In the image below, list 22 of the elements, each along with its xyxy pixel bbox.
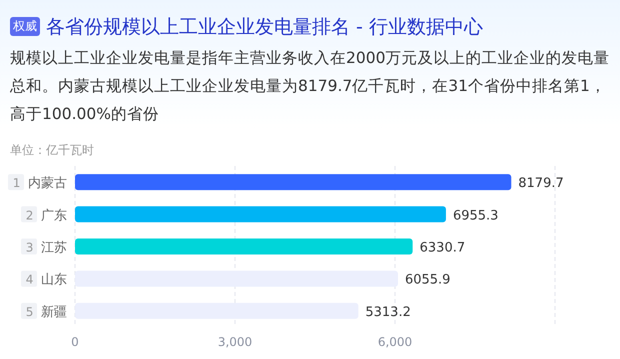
data-label: 8179.7 bbox=[518, 176, 564, 192]
data-label: 5313.2 bbox=[365, 304, 411, 320]
x-tick-label: 3,000 bbox=[218, 335, 252, 349]
y-tick-label: 5 新疆 bbox=[26, 304, 67, 320]
bar bbox=[75, 270, 398, 287]
data-label: 6955.3 bbox=[452, 208, 498, 224]
x-tick-label: 6,000 bbox=[378, 335, 412, 349]
y-tick-label: 4 山东 bbox=[26, 272, 67, 288]
bar bbox=[75, 302, 358, 319]
bar bbox=[75, 174, 512, 190]
y-tick-label: 1 内蒙古 bbox=[12, 176, 67, 192]
bar bbox=[75, 206, 446, 222]
data-label: 6055.9 bbox=[404, 272, 450, 288]
data-label: 6330.7 bbox=[420, 240, 466, 256]
text: 权威 bbox=[10, 17, 40, 36]
y-tick-label: 2 广东 bbox=[26, 208, 67, 224]
chart-subtitle: 规模以上工业企业发电量是指年主营业务收入在2000万元及以上的工业企业的发电量总和。内蒙古规模以上工业企业发电量为8179.7亿千瓦时，在31个省份中排名第1，高于100.00%的省份 bbox=[10, 48, 610, 125]
x-tick-label: 0 bbox=[71, 335, 79, 349]
text: 单位：亿千瓦时 bbox=[10, 142, 94, 159]
chart-title: 各省份规模以上工业企业发电量排名 - 行业数据中心 bbox=[46, 16, 483, 38]
y-tick-label: 3 江苏 bbox=[26, 240, 67, 256]
bar bbox=[75, 238, 413, 254]
